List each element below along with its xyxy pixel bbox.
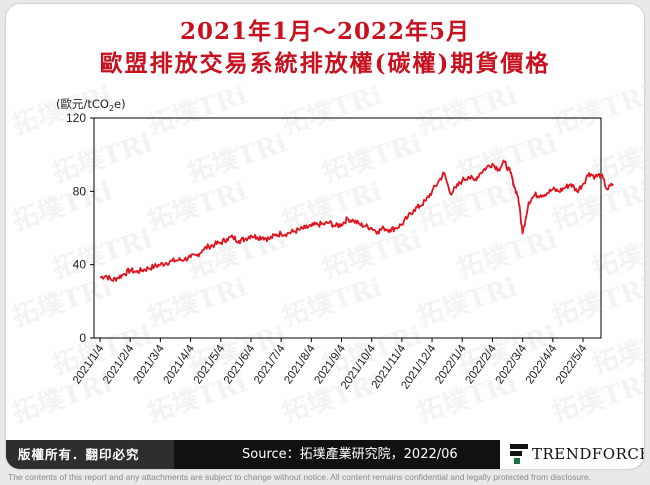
chart-title-line1: 2021年1月～2022年5月 [179,18,471,45]
source-text: Source：拓墣產業研究院，2022/06 [242,447,458,462]
watermark-text: 拓墣TRi [279,80,386,140]
copyright-label: 版權所有．翻印必究 [6,440,174,469]
plot-area [93,117,602,339]
chart-svg: 拓墣TRi拓墣TRi拓墣TRi拓墣TRi拓墣TRi拓墣TRi拓墣TRi拓墣TRi… [9,80,644,428]
watermark-text: 拓墣TRi [414,80,521,140]
watermark-text: 拓墣TRi [144,80,251,140]
trendforce-logo: TRENDFORCE [500,440,644,469]
y-tick-label: 40 [73,258,87,272]
disclaimer-text: The contents of this report and any atta… [8,472,592,482]
series-line-price [99,159,614,282]
y-tick-label: 0 [79,331,86,345]
y-tick-label: 80 [73,184,87,198]
trendforce-logo-text: TRENDFORCE [532,445,644,463]
y-axis-unit: (歐元/tCO2e) [56,97,126,113]
chart-title-line2: 歐盟排放交易系統排放權(碳權)期貨價格 [99,50,551,77]
watermark-text: 拓墣TRi [549,80,644,140]
y-tick-label: 120 [66,111,86,125]
chart-frame: 2021年1月～2022年5月 歐盟排放交易系統排放權(碳權)期貨價格 拓墣TR… [6,4,644,469]
y-axis-ticks: 0 40 80 120 [66,111,94,345]
trendforce-logo-icon [510,444,528,464]
